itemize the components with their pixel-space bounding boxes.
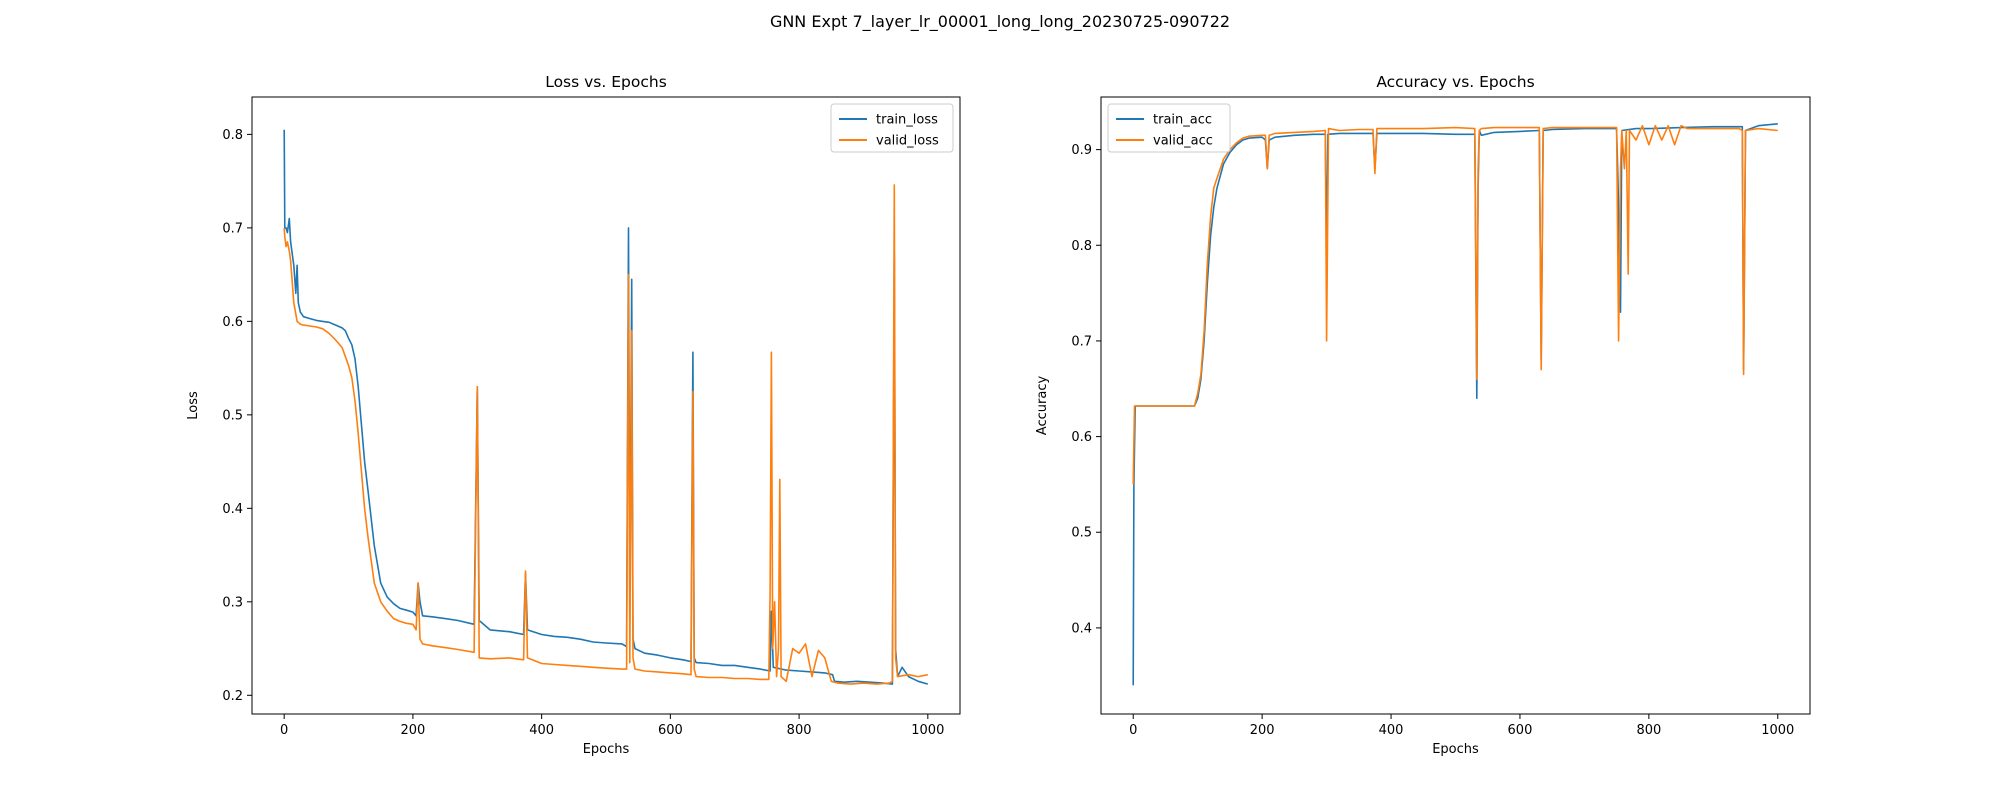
accuracy-y-tick-label: 0.9	[1071, 143, 1092, 158]
accuracy-panel: 0 200 400 600 800 1000 0.4 0.5 0.6 0.7 0.8 0.9 Accur…	[1035, 73, 1811, 757]
loss-panel: 0 200 400 600 800 1000 0.2 0.3 0.4 0.5 0.6 0.7 0.8 Lo…	[186, 73, 961, 757]
loss-x-tick-label: 800	[787, 723, 812, 738]
loss-x-tick-label: 0	[280, 723, 288, 738]
legend-label-train_acc: train_acc	[1153, 113, 1212, 128]
loss-legend: train_loss valid_loss	[830, 103, 954, 153]
accuracy-y-tick-label: 0.7	[1071, 334, 1092, 349]
legend-label-valid_acc: valid_acc	[1153, 134, 1213, 149]
accuracy-y-axis-label: Accuracy	[1035, 376, 1050, 436]
legend-label-valid_loss: valid_loss	[876, 134, 939, 149]
accuracy-y-tick-label: 0.6	[1071, 430, 1092, 445]
accuracy-x-axis-label: Epochs	[1432, 742, 1479, 757]
accuracy-x-tick-label: 1000	[1761, 723, 1794, 738]
accuracy-x-tick-label: 200	[1250, 723, 1275, 738]
legend-label-train_loss: train_loss	[876, 113, 938, 128]
loss-y-axis-label: Loss	[186, 391, 201, 420]
accuracy-y-tick-label: 0.4	[1071, 621, 1092, 636]
accuracy-x-tick-label: 600	[1508, 723, 1533, 738]
accuracy-legend: train_acc valid_acc	[1107, 103, 1231, 153]
loss-y-tick-label: 0.4	[222, 502, 243, 517]
loss-y-tick-label: 0.6	[222, 315, 243, 330]
series-line-valid_loss	[283, 184, 928, 685]
loss-x-axis-label: Epochs	[583, 742, 630, 757]
loss-y-tick-label: 0.5	[222, 408, 243, 423]
accuracy-y-tick-label: 0.5	[1071, 526, 1092, 541]
accuracy-axes-frame	[1100, 96, 1811, 715]
accuracy-y-tick-label: 0.8	[1071, 239, 1092, 254]
loss-x-tick-label: 400	[529, 723, 554, 738]
figure-suptitle: GNN Expt 7_layer_lr_00001_long_long_2023…	[770, 12, 1230, 32]
loss-y-tick-label: 0.7	[222, 221, 243, 236]
loss-y-tick-label: 0.2	[222, 689, 243, 704]
loss-x-tick-label: 600	[658, 723, 683, 738]
loss-y-tick-label: 0.8	[222, 128, 243, 143]
loss-axes-frame	[251, 96, 961, 715]
series-line-valid_acc	[1132, 124, 1778, 485]
loss-x-tick-label: 1000	[911, 723, 944, 738]
accuracy-chart-title: Accuracy vs. Epochs	[1376, 73, 1534, 91]
loss-chart-title: Loss vs. Epochs	[545, 73, 667, 91]
accuracy-x-tick-label: 0	[1129, 723, 1137, 738]
loss-x-tick-label: 200	[400, 723, 425, 738]
accuracy-x-tick-label: 400	[1379, 723, 1404, 738]
accuracy-x-tick-label: 800	[1636, 723, 1661, 738]
loss-y-tick-label: 0.3	[222, 595, 243, 610]
